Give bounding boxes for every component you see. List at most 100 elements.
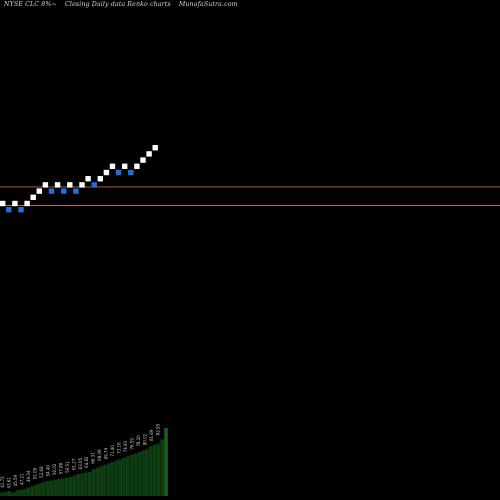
volume-label-5: 49.34 — [26, 470, 31, 482]
volume-bar-12 — [42, 481, 46, 496]
volume-bar-9 — [30, 486, 35, 496]
volume-bar-24 — [87, 471, 92, 496]
volume-bar-2 — [3, 491, 8, 496]
volume-bar-1 — [0, 492, 4, 496]
volume-label-21: 76.55 — [130, 438, 135, 450]
renko-brick-21 — [122, 163, 128, 169]
volume-bar-13 — [45, 481, 50, 496]
renko-brick-19 — [109, 163, 116, 169]
volume-bar-41 — [152, 445, 157, 496]
renko-brick-1 — [0, 200, 6, 207]
volume-bar-3 — [7, 491, 12, 496]
volume-bar-17 — [61, 478, 65, 496]
volume-label-3: 45.59 — [13, 474, 18, 486]
renko-brick-14 — [79, 182, 85, 188]
volume-label-20: 74.93 — [123, 440, 128, 452]
volume-bar-8 — [26, 487, 31, 496]
ticker-label: NYSE CLC 8%~ — [4, 1, 57, 8]
volume-label-2: 43.61 — [6, 477, 11, 489]
volume-label-4: 47.21 — [19, 473, 24, 485]
volume-bar-36 — [133, 453, 138, 496]
renko-brick-4 — [18, 207, 24, 213]
volume-bar-19 — [68, 476, 73, 496]
volume-bar-16 — [57, 479, 61, 496]
volume-bar-4 — [11, 492, 16, 496]
renko-brick-13 — [73, 188, 79, 194]
volume-bar-37 — [137, 452, 142, 496]
volume-label-7: 52.68 — [39, 466, 44, 478]
volume-bar-30 — [110, 462, 115, 496]
renko-brick-3 — [12, 200, 18, 207]
volume-label-8: 54.40 — [45, 465, 50, 477]
volume-bar-18 — [64, 477, 69, 496]
volume-labels: 41.72 43.61 45.59 47.21 49.34 51.09 52.68 54.40… — [0, 423, 161, 488]
volume-label-23: 80.02 — [143, 433, 148, 445]
chart-caption: Closing Daily data Renko charts — [64, 1, 171, 8]
volume-label-6: 51.09 — [32, 467, 37, 479]
renko-brick-18 — [103, 169, 110, 176]
volume-label-19: 73.16 — [117, 442, 122, 454]
volume-label-17: 69.74 — [104, 448, 109, 460]
volume-bar-31 — [114, 460, 119, 496]
volume-bar-25 — [91, 469, 96, 496]
volume-bar-35 — [129, 454, 134, 496]
renko-brick-17 — [97, 176, 103, 182]
renko-brick-23 — [134, 163, 140, 169]
renko-brick-16 — [91, 182, 97, 188]
volume-label-24: 81.69 — [149, 429, 154, 441]
renko-brick-22 — [128, 169, 134, 176]
volume-label-14: 64.82 — [84, 456, 89, 468]
renko-brick-5 — [24, 200, 30, 207]
volume-label-12: 61.27 — [71, 458, 76, 470]
volume-bar-42 — [156, 443, 161, 496]
volume-label-11: 59.51 — [65, 461, 70, 473]
renko-brick-10 — [54, 182, 61, 188]
volume-bars — [0, 428, 168, 496]
renko-brick-20 — [115, 169, 122, 176]
volume-bar-21 — [76, 474, 80, 496]
volume-bar-28 — [103, 464, 107, 496]
renko-brick-26 — [152, 145, 158, 151]
renko-brick-6 — [30, 194, 36, 200]
renko-brick-8 — [42, 182, 49, 188]
volume-bar-11 — [38, 483, 42, 496]
volume-bar-34 — [126, 456, 130, 496]
volume-label-18: 71.40 — [110, 445, 115, 457]
volume-label-25: 82.95 — [156, 423, 161, 435]
renko-brick-15 — [85, 176, 91, 182]
volume-bar-39 — [145, 449, 149, 496]
volume-label-10: 57.88 — [58, 462, 63, 474]
volume-label-15: 66.31 — [91, 452, 96, 464]
volume-bar-29 — [106, 463, 111, 496]
volume-label-16: 68.09 — [97, 449, 102, 461]
volume-label-22: 78.20 — [136, 435, 141, 447]
volume-bar-33 — [122, 457, 126, 496]
volume-bar-20 — [72, 475, 77, 496]
volume-bar-44 — [164, 428, 168, 496]
renko-brick-2 — [6, 207, 12, 213]
renko-brick-11 — [61, 188, 67, 194]
site-name: MunafaSutra.com — [178, 1, 238, 8]
renko-brick-12 — [67, 182, 73, 188]
volume-bar-15 — [53, 479, 58, 496]
volume-bar-38 — [141, 450, 145, 496]
renko-brick-24 — [140, 157, 146, 163]
volume-bar-40 — [148, 446, 153, 496]
volume-bar-43 — [160, 439, 164, 496]
renko-brick-7 — [36, 188, 42, 194]
volume-bar-32 — [118, 459, 122, 496]
volume-bar-7 — [22, 488, 27, 496]
volume-bar-5 — [15, 490, 19, 496]
renko-brick-25 — [146, 151, 152, 157]
volume-bar-27 — [99, 466, 103, 496]
volume-bar-23 — [84, 472, 88, 496]
renko-bricks — [0, 145, 158, 213]
volume-bar-14 — [49, 480, 54, 496]
volume-label-9: 56.02 — [52, 463, 57, 475]
volume-bar-26 — [95, 467, 100, 496]
volume-label-13: 63.05 — [78, 457, 83, 469]
chart-header: NYSE CLC 8%~ Closing Daily data Renko ch… — [4, 1, 244, 8]
volume-bar-10 — [34, 484, 38, 496]
volume-bar-6 — [19, 489, 23, 496]
